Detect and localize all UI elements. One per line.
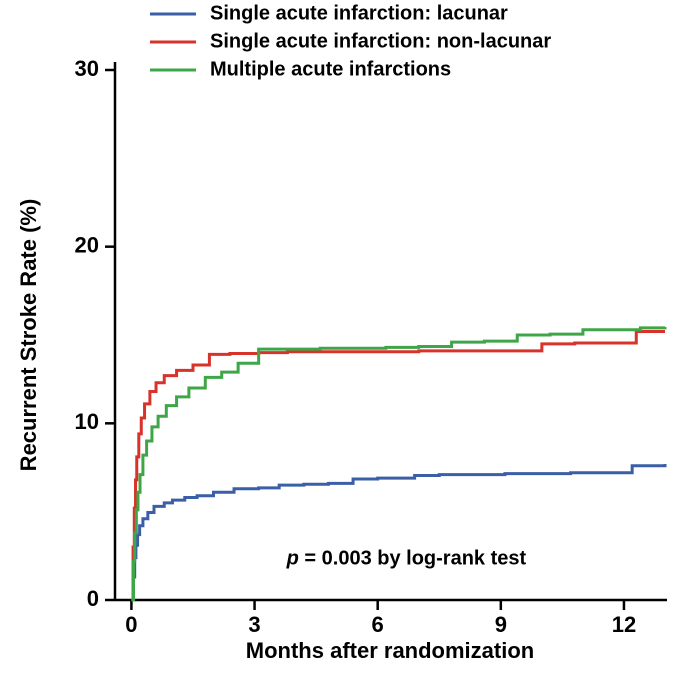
x-axis-label: Months after randomization <box>246 638 534 663</box>
x-tick-label: 6 <box>372 612 384 637</box>
legend-label: Single acute infarction: lacunar <box>210 2 508 24</box>
legend-label: Multiple acute infarctions <box>210 58 451 80</box>
x-tick-label: 0 <box>125 612 137 637</box>
legend-label: Single acute infarction: non-lacunar <box>210 30 551 52</box>
y-tick-label: 0 <box>87 586 99 611</box>
y-axis-label: Recurrent Stroke Rate (%) <box>16 199 41 472</box>
x-tick-label: 12 <box>612 612 636 637</box>
y-tick-label: 10 <box>75 409 99 434</box>
p-value-annotation: p = 0.003 by log-rank test <box>286 548 527 570</box>
x-tick-label: 9 <box>495 612 507 637</box>
y-tick-label: 20 <box>75 232 99 257</box>
chart-bg <box>0 0 685 678</box>
y-tick-label: 30 <box>75 56 99 81</box>
km-step-chart: 0 10 20 30 0 3 6 9 12 Recurrent Stroke Rate (%) Mo… <box>0 0 685 678</box>
x-tick-label: 3 <box>248 612 260 637</box>
chart-container: 0 10 20 30 0 3 6 9 12 Recurrent Stroke Rate (%) Mo… <box>0 0 685 678</box>
